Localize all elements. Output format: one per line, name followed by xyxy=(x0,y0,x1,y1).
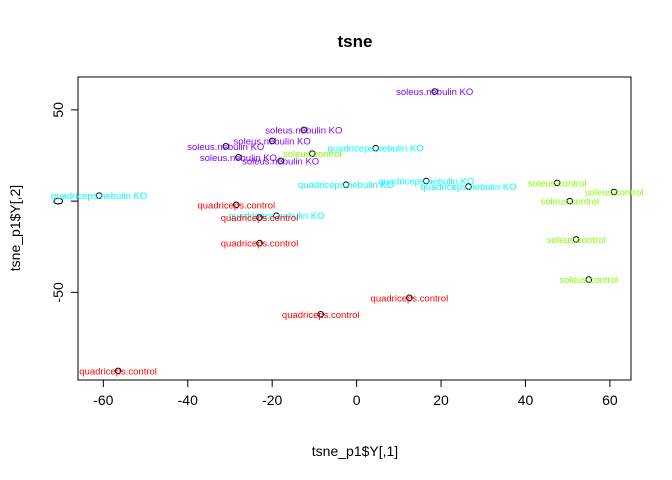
data-point xyxy=(422,177,430,185)
x-tick-label: -60 xyxy=(93,392,113,408)
data-point xyxy=(114,367,122,375)
data-point xyxy=(233,201,240,209)
y-axis-label: tsne_p1$Y[,2] xyxy=(7,185,23,271)
data-point xyxy=(585,276,593,283)
point-label: soleus.nebulin KO xyxy=(187,142,264,153)
point-label: soleus.control xyxy=(585,187,644,198)
chart-title: tsne xyxy=(338,32,373,51)
data-point xyxy=(95,192,103,199)
point-label: soleus.nebulin KO xyxy=(200,153,277,164)
data-point xyxy=(268,137,276,145)
point-label: quadriceps.control xyxy=(79,366,157,377)
point-label: soleus.control xyxy=(559,275,618,286)
data-point xyxy=(342,181,350,188)
x-axis: -60 -40 -20 0 20 40 60 xyxy=(93,380,618,408)
point-label: soleus.control xyxy=(283,149,342,160)
data-point xyxy=(256,239,263,247)
x-tick-label: -20 xyxy=(262,392,282,408)
x-tick-label: 20 xyxy=(433,392,449,408)
data-point xyxy=(553,179,561,187)
data-point xyxy=(300,126,308,134)
y-axis: -50 0 50 xyxy=(50,102,78,303)
data-point xyxy=(235,154,242,161)
point-label: quadriceps.control xyxy=(282,310,360,321)
x-tick-label: 60 xyxy=(602,392,618,408)
point-label: quadriceps.nebulin KO xyxy=(51,191,147,202)
point-label: quadriceps.nebulin KO xyxy=(228,211,324,222)
point-label: quadriceps.control xyxy=(221,213,299,224)
point-label: soleus.nebulin KO xyxy=(396,87,473,98)
data-point xyxy=(222,143,230,150)
data-point xyxy=(566,197,574,205)
data-point xyxy=(317,310,325,318)
point-label: soleus.nebulin KO xyxy=(265,125,342,136)
y-tick-label: 0 xyxy=(50,197,66,205)
point-label: quadriceps.nebulin KO xyxy=(328,144,424,155)
point-label: soleus.nebulin KO xyxy=(242,156,319,167)
data-point xyxy=(431,88,439,95)
data-point xyxy=(277,157,284,165)
point-label: soleus.nebulin KO xyxy=(234,136,311,147)
point-label: soleus.control xyxy=(547,235,606,246)
data-point xyxy=(273,212,280,220)
x-axis-label: tsne_p1$Y[,1] xyxy=(312,443,398,459)
plot-frame xyxy=(77,76,632,381)
data-point xyxy=(572,236,580,243)
point-label: quadriceps.control xyxy=(371,293,449,304)
x-tick-label: -40 xyxy=(178,392,198,408)
data-point xyxy=(308,150,316,157)
data-point xyxy=(406,294,413,302)
point-label: quadriceps.control xyxy=(221,239,299,250)
point-label: soleus.control xyxy=(540,197,599,208)
x-tick-label: 0 xyxy=(353,392,361,408)
x-tick-label: 40 xyxy=(518,392,534,408)
data-point xyxy=(256,214,263,221)
y-tick-label: 50 xyxy=(50,102,66,118)
point-label: quadriceps.nebulin KO xyxy=(378,177,474,188)
point-label: quadriceps.nebulin KO xyxy=(298,180,394,191)
y-tick-label: -50 xyxy=(50,282,66,302)
point-label: soleus.control xyxy=(528,178,587,189)
point-label: quadriceps.control xyxy=(197,200,275,211)
data-point xyxy=(372,144,379,152)
data-point xyxy=(465,183,472,190)
data-point xyxy=(610,188,618,196)
point-label: quadriceps.nebulin KO xyxy=(420,182,516,193)
